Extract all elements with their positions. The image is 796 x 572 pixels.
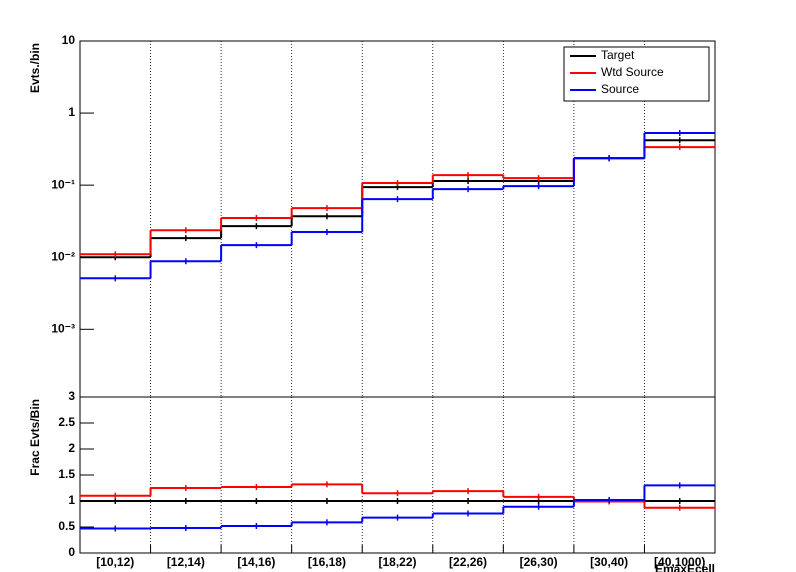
x-tick-label: [18,22) (378, 555, 416, 569)
y-axis-label: Frac Evts/Bin (28, 399, 42, 476)
y-tick-label: 0.5 (58, 519, 75, 533)
y-tick-label: 10 (62, 33, 76, 47)
x-tick-label: [30,40) (590, 555, 628, 569)
y-tick-label: 10⁻¹ (51, 177, 75, 191)
legend-label: Wtd Source (601, 65, 664, 79)
y-tick-label: 1 (68, 105, 75, 119)
x-tick-label: [12,14) (167, 555, 205, 569)
x-tick-label: [16,18) (308, 555, 346, 569)
y-tick-label: 10⁻² (51, 249, 75, 263)
x-tick-label: [40,1000) (654, 555, 705, 569)
x-axis-label: EmaxEcell (655, 562, 715, 572)
y-tick-label: 0 (68, 545, 75, 559)
y-axis-label: Evts./bin (28, 43, 42, 93)
y-tick-label: 3 (68, 389, 75, 403)
legend-label: Source (601, 82, 639, 96)
y-tick-label: 1 (68, 493, 75, 507)
y-tick-label: 10⁻³ (51, 321, 75, 335)
legend-label: Target (601, 48, 635, 62)
x-tick-label: [14,16) (237, 555, 275, 569)
y-tick-label: 2 (68, 441, 75, 455)
y-tick-label: 1.5 (58, 467, 75, 481)
y-tick-label: 2.5 (58, 415, 75, 429)
x-tick-label: [22,26) (449, 555, 487, 569)
x-tick-label: [26,30) (520, 555, 558, 569)
x-tick-label: [10,12) (96, 555, 134, 569)
